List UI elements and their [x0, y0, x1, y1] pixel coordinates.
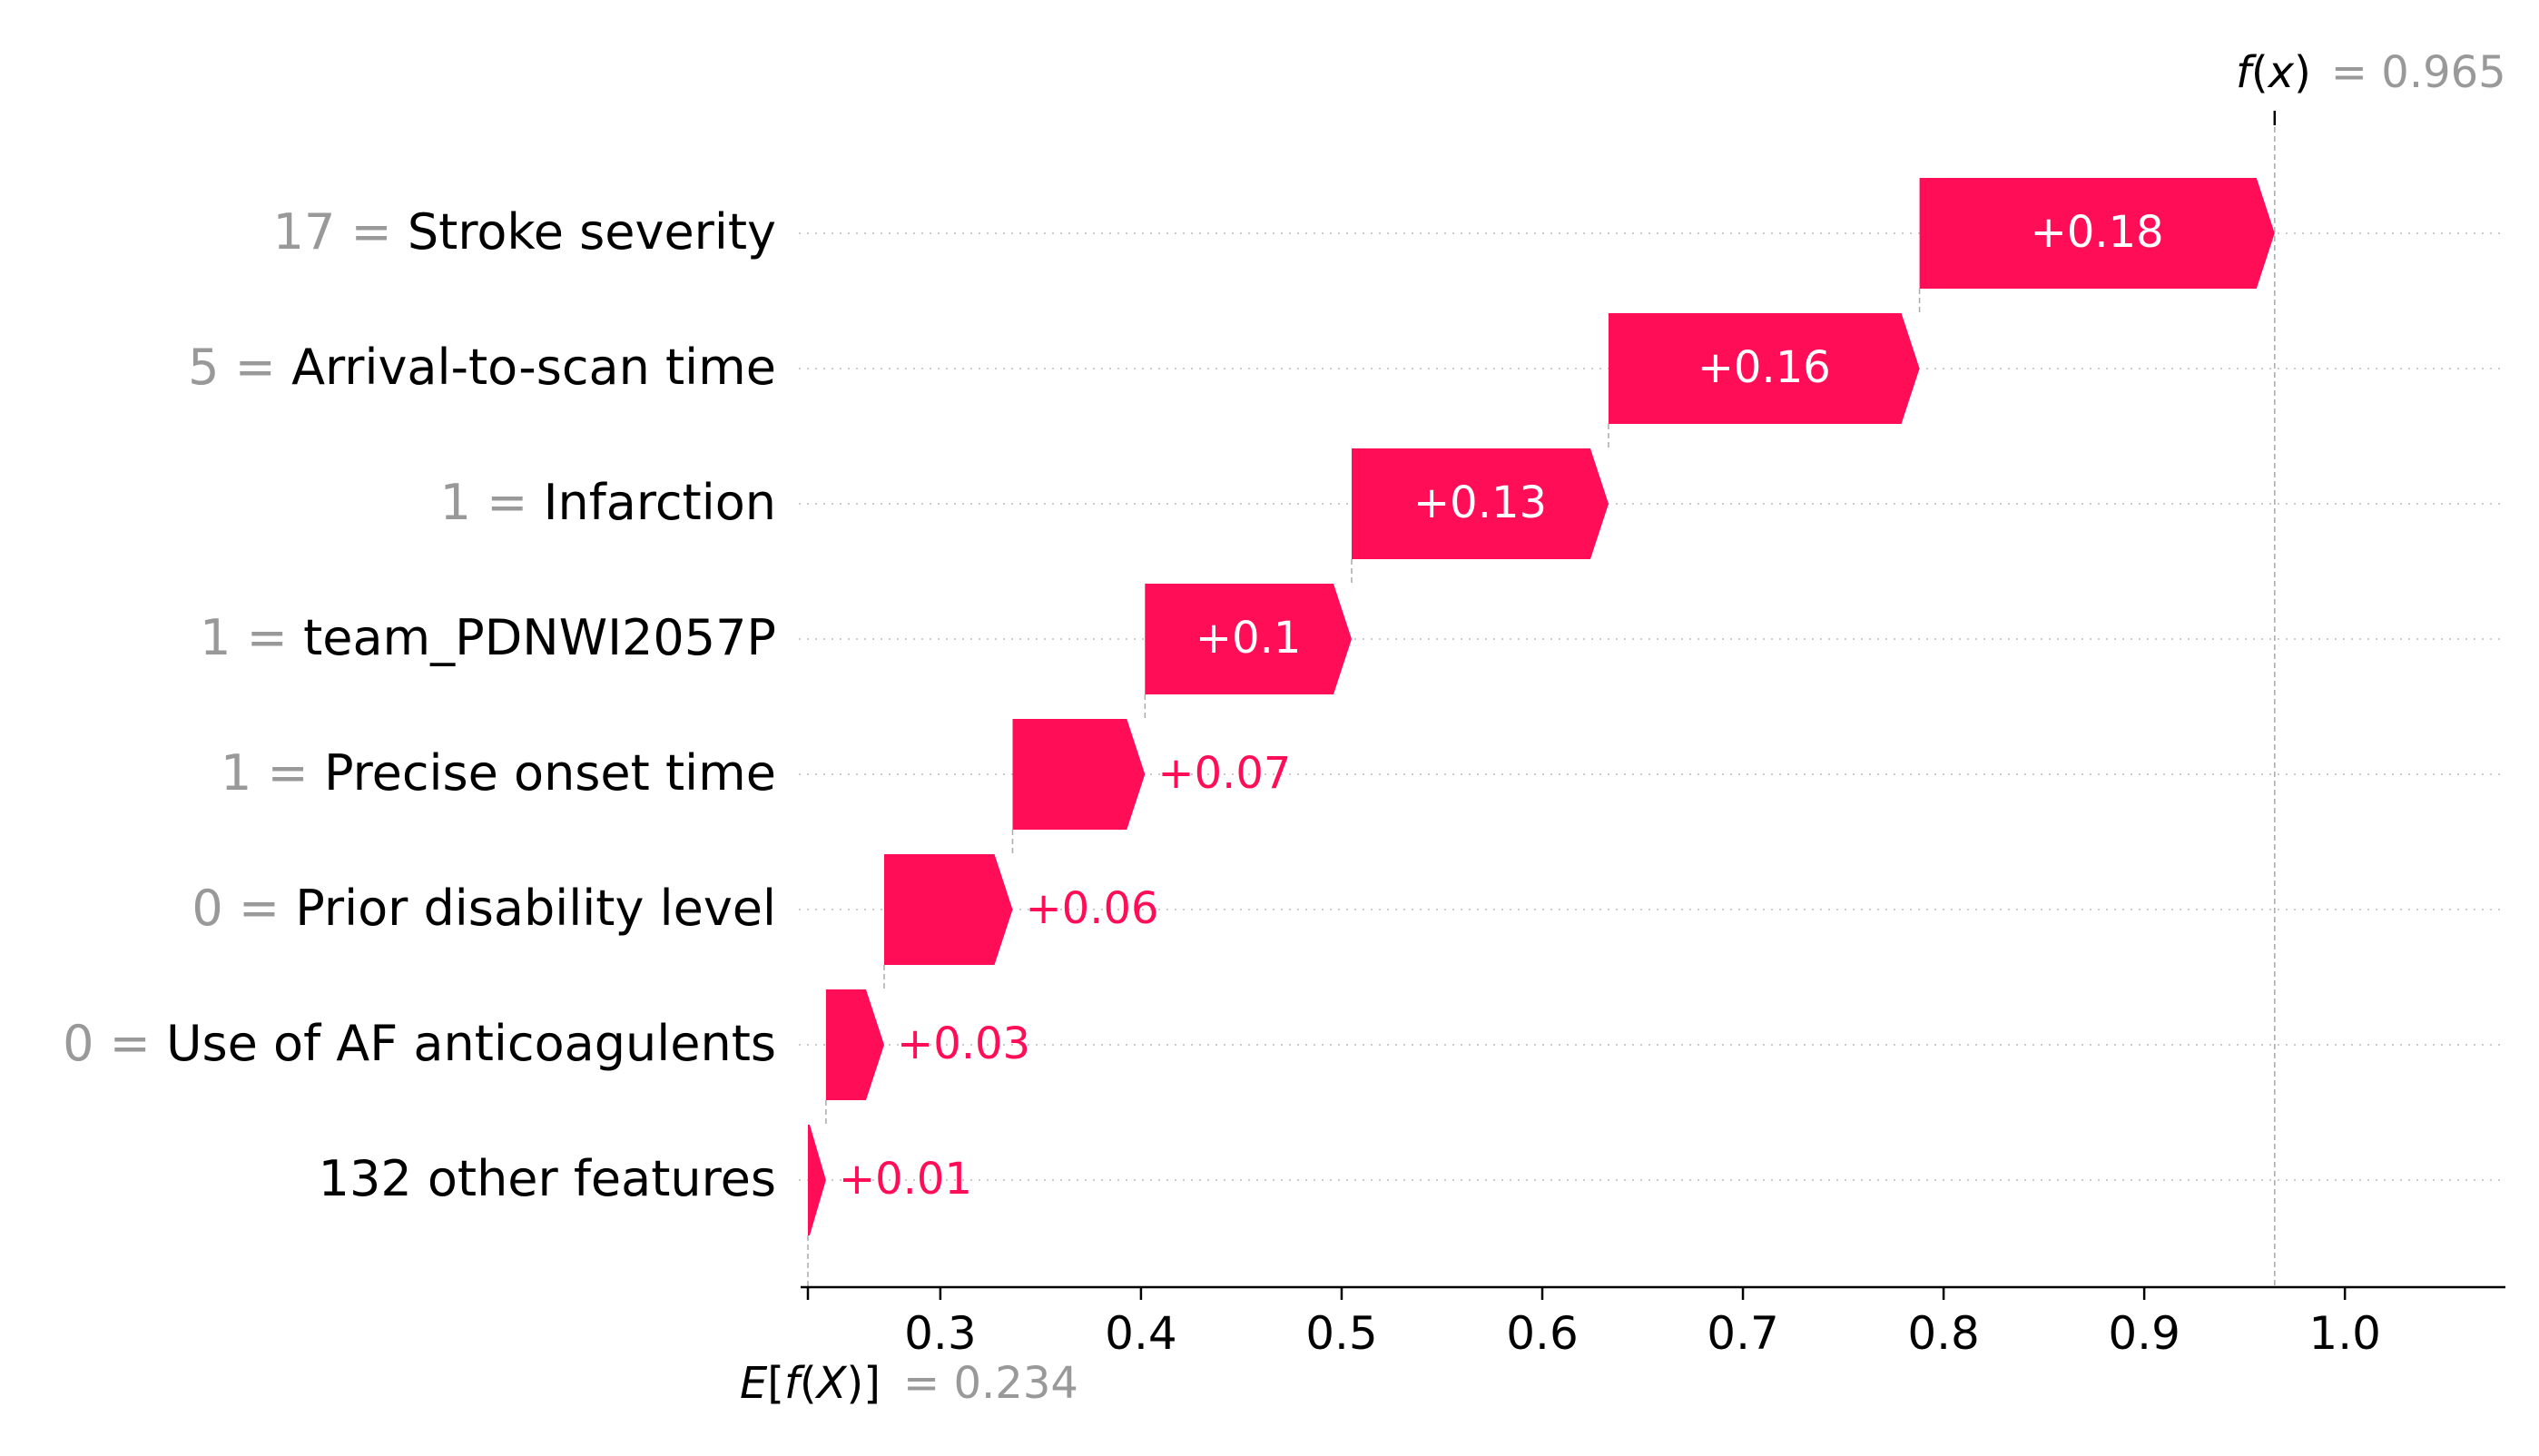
contribution-bar — [808, 1125, 826, 1235]
x-tick-label: 0.5 — [1305, 1307, 1378, 1360]
contribution-label: +0.06 — [1025, 883, 1158, 934]
x-tick-label: 0.4 — [1105, 1307, 1177, 1360]
contribution-bars — [808, 178, 2275, 1235]
feature-name: team_PDNWI2057P — [303, 609, 776, 666]
x-tick-label: 0.3 — [904, 1307, 977, 1360]
feature-labels: 17 = Stroke severity 5 = Arrival-to-scan … — [63, 203, 776, 1207]
contribution-label: +0.13 — [1413, 477, 1547, 528]
feature-value: 5 = — [188, 339, 291, 396]
feature-value: 0 = — [63, 1015, 166, 1072]
contribution-bar — [1352, 448, 1609, 559]
feature-name: Precise onset time — [324, 744, 776, 802]
feature-name: Stroke severity — [408, 203, 776, 261]
contribution-bar — [825, 989, 884, 1100]
feature-label: 1 = Precise onset time — [221, 744, 776, 802]
x-axis-ticks: 0.3 0.4 0.5 0.6 0.7 0.8 0.9 1.0 — [806, 1287, 2381, 1360]
contribution-labels: +0.18 +0.16 +0.13 +0.1 +0.07 +0.06 +0.03 +0.01 — [839, 207, 2164, 1205]
feature-label: 1 = team_PDNWI2057P — [200, 609, 776, 666]
output-value-annotation: f(x) = 0.965 — [2236, 47, 2506, 98]
x-tick-label: 0.9 — [2108, 1307, 2180, 1360]
feature-name: Prior disability level — [295, 880, 776, 937]
feature-label: 0 = Prior disability level — [192, 880, 776, 937]
feature-label: 17 = Stroke severity — [273, 203, 776, 261]
output-value-label: f(x) — [2236, 47, 2311, 98]
feature-label: 132 other features — [319, 1150, 776, 1207]
feature-value: 1 = — [221, 744, 324, 802]
base-value-text: = 0.234 — [903, 1358, 1078, 1409]
feature-name: Use of AF anticoagulents — [166, 1015, 776, 1072]
x-tick-label: 1.0 — [2308, 1307, 2381, 1360]
contribution-label: +0.01 — [839, 1154, 972, 1205]
connector-lines — [807, 111, 2277, 1287]
x-tick-label: 0.8 — [1907, 1307, 1980, 1360]
contribution-label: +0.18 — [2031, 207, 2164, 258]
feature-label: 5 = Arrival-to-scan time — [188, 339, 776, 396]
x-tick-label: 0.6 — [1506, 1307, 1579, 1360]
contribution-bar — [1919, 178, 2275, 289]
contribution-label: +0.16 — [1698, 342, 1831, 393]
base-value-annotation: E[f(X)] = 0.234 — [740, 1358, 1078, 1409]
feature-label: 1 = Infarction — [440, 474, 776, 531]
base-value-label: E[f(X)] — [740, 1358, 881, 1409]
contribution-bar — [884, 854, 1013, 965]
feature-value: 1 = — [200, 609, 303, 666]
feature-name: Arrival-to-scan time — [291, 339, 776, 396]
contribution-label: +0.1 — [1196, 613, 1302, 664]
feature-label: 0 = Use of AF anticoagulents — [63, 1015, 776, 1072]
feature-name: 132 other features — [319, 1150, 776, 1207]
contribution-bar — [1609, 313, 1920, 424]
contribution-bar — [1145, 584, 1352, 694]
feature-value: 1 = — [440, 474, 544, 531]
output-value-text: = 0.965 — [2331, 47, 2506, 98]
feature-value: 0 = — [192, 880, 295, 937]
contribution-label: +0.03 — [897, 1018, 1030, 1069]
contribution-label: +0.07 — [1157, 748, 1291, 799]
feature-name: Infarction — [544, 474, 776, 531]
contribution-bar — [1012, 719, 1146, 830]
feature-value: 17 = — [273, 203, 408, 261]
x-tick-label: 0.7 — [1707, 1307, 1779, 1360]
